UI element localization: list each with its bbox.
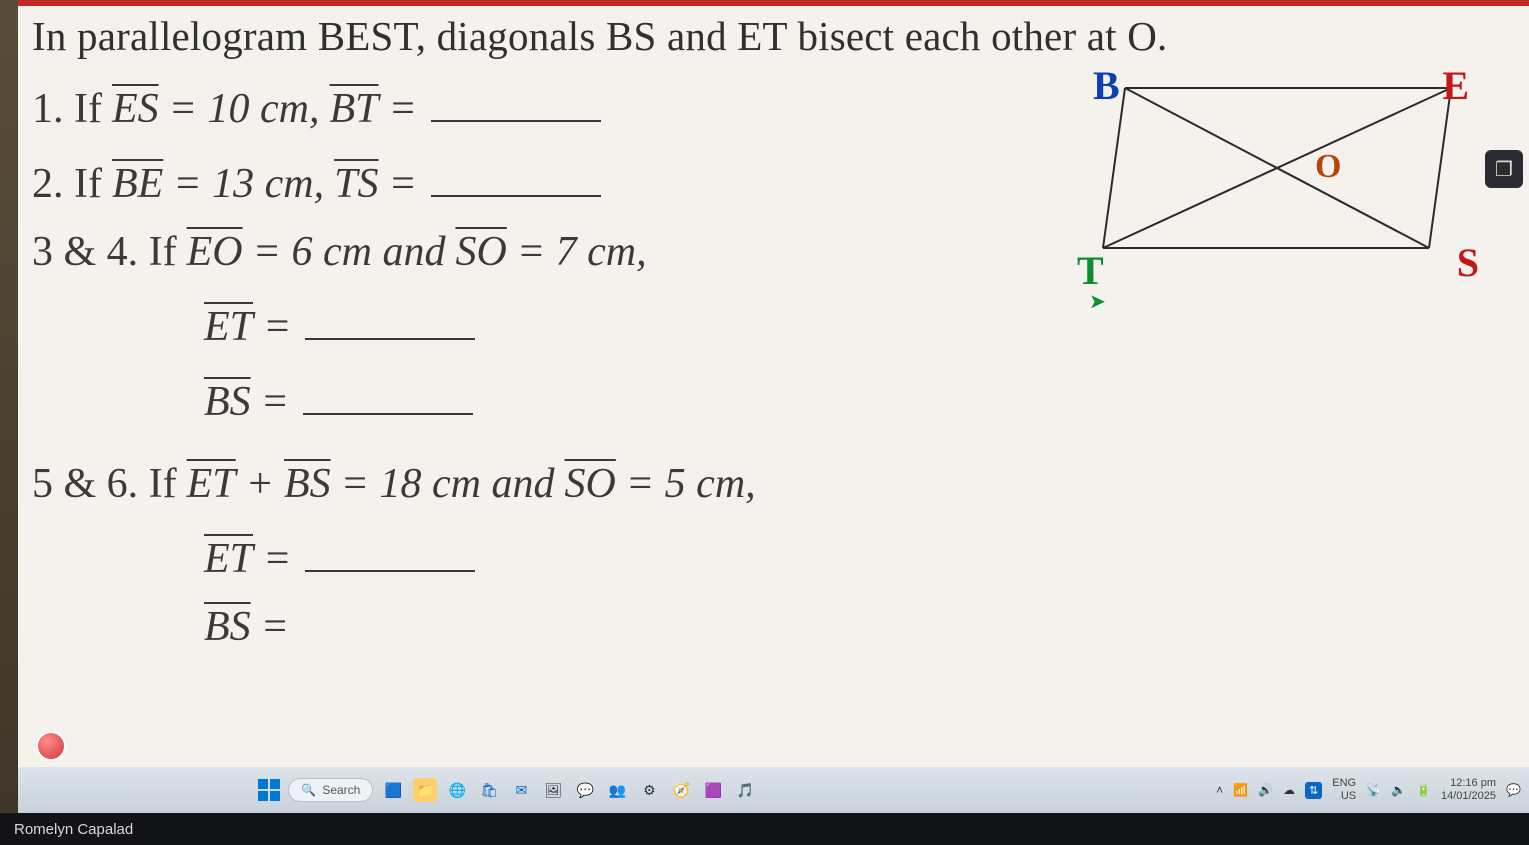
- start-icon[interactable]: [258, 779, 280, 801]
- tray-battery-icon[interactable]: 🔋: [1416, 783, 1431, 797]
- side-panel-icon[interactable]: ❐: [1485, 150, 1523, 188]
- presenter-name-bar: Romelyn Capalad: [0, 813, 1529, 845]
- taskbar-center: 🔍 Search 🟦 📁 🌐 🛍 ✉ 🖼 💬 👥 ⚙ 🧭 🟪 🎵: [258, 778, 757, 802]
- blank-q2: [431, 153, 601, 197]
- diagram-svg: [1083, 70, 1473, 280]
- segment-TS: TS: [332, 160, 380, 208]
- presenter-avatar[interactable]: [36, 731, 66, 761]
- tray-region-text: US: [1332, 790, 1356, 803]
- q34-prefix: 3 & 4. If: [32, 228, 177, 276]
- search-placeholder: Search: [322, 783, 360, 797]
- tray-lang[interactable]: ENG US: [1332, 777, 1356, 802]
- center-label-O: O: [1315, 148, 1341, 186]
- vertex-label-S: S: [1457, 239, 1479, 286]
- q56-plus: +: [246, 460, 274, 508]
- segment-BS-b: BS: [282, 460, 333, 508]
- tray-network-icon[interactable]: 📶: [1233, 783, 1248, 797]
- q2-prefix: 2. If: [32, 160, 102, 208]
- taskbar-app-settings[interactable]: ⚙: [637, 778, 661, 802]
- q1-prefix: 1. If: [32, 85, 102, 133]
- taskbar-app-photos[interactable]: 🖼: [541, 778, 565, 802]
- segment-ET-b: ET: [185, 460, 238, 508]
- question-5-6: 5 & 6. If ET + BS = 18 cm and SO = 5 cm,: [32, 460, 1509, 508]
- tray-cloud-icon[interactable]: ☁: [1283, 783, 1295, 797]
- segment-BT: BT: [327, 85, 380, 133]
- blank-q4: [303, 371, 473, 415]
- q56-mid1: = 18 cm and: [341, 460, 555, 508]
- slide-title: In parallelogram BEST, diagonals BS and …: [32, 12, 1509, 60]
- taskbar-app-copilot[interactable]: 🟦: [381, 778, 405, 802]
- taskbar-app-chat[interactable]: 💬: [573, 778, 597, 802]
- tray-bluetooth-icon[interactable]: ⇅: [1305, 782, 1322, 799]
- tray-clock[interactable]: 12:16 pm 14/01/2025: [1441, 777, 1496, 802]
- q56-prefix: 5 & 6. If: [32, 460, 177, 508]
- q34-mid2: = 7 cm,: [517, 228, 647, 276]
- answer-BS-34: BS =: [202, 371, 1509, 426]
- tray-wifi-icon[interactable]: 📡: [1366, 783, 1381, 797]
- slide-area: In parallelogram BEST, diagonals BS and …: [18, 0, 1529, 790]
- segment-BS-c: BS: [202, 603, 253, 651]
- segment-SO-a: SO: [453, 228, 508, 276]
- taskbar-app-files[interactable]: 📁: [413, 778, 437, 802]
- q2-mid: = 13 cm,: [173, 160, 324, 208]
- taskbar-app-mail[interactable]: ✉: [509, 778, 533, 802]
- search-icon: 🔍: [301, 783, 316, 797]
- q1-eq: =: [388, 85, 416, 133]
- taskbar-app-browser2[interactable]: 🧭: [669, 778, 693, 802]
- answer-BS-56: BS =: [202, 603, 1509, 651]
- presenter-name: Romelyn Capalad: [14, 821, 133, 838]
- blank-q3: [305, 296, 475, 340]
- taskbar-app-edge[interactable]: 🌐: [445, 778, 469, 802]
- tray-chevron-icon[interactable]: ˄: [1216, 783, 1223, 797]
- segment-SO-b: SO: [563, 460, 618, 508]
- tray-date: 14/01/2025: [1441, 790, 1496, 803]
- q1-mid: = 10 cm,: [169, 85, 320, 133]
- q56-ans2-eq: =: [261, 603, 289, 651]
- taskbar-app-misc1[interactable]: 🟪: [701, 778, 725, 802]
- segment-ET-c: ET: [202, 535, 255, 583]
- q34-ans1-eq: =: [263, 303, 291, 351]
- answer-ET-34: ET =: [202, 296, 1509, 351]
- tray-time: 12:16 pm: [1441, 777, 1496, 790]
- left-bezel: [0, 0, 18, 845]
- q56-ans1-eq: =: [263, 535, 291, 583]
- q2-eq: =: [388, 160, 416, 208]
- tray-sound-icon[interactable]: 🔈: [1391, 783, 1406, 797]
- taskbar-right: ˄ 📶 🔊 ☁ ⇅ ENG US 📡 🔈 🔋 12:16 pm 14/01/20…: [1216, 777, 1521, 802]
- taskbar-app-misc2[interactable]: 🎵: [733, 778, 757, 802]
- parallelogram-diagram: B E T ➤ S O: [1083, 70, 1473, 280]
- taskbar-search[interactable]: 🔍 Search: [288, 778, 373, 802]
- tray-notifications-icon[interactable]: 💬: [1506, 783, 1521, 797]
- segment-BE: BE: [110, 160, 165, 208]
- q34-ans2-eq: =: [261, 378, 289, 426]
- blank-q5: [305, 528, 475, 572]
- vertex-label-E: E: [1442, 62, 1469, 109]
- windows-taskbar: 🔍 Search 🟦 📁 🌐 🛍 ✉ 🖼 💬 👥 ⚙ 🧭 🟪 🎵 ˄ 📶 🔊 ☁…: [18, 767, 1529, 813]
- segment-BS-a: BS: [202, 378, 253, 426]
- vertex-label-B: B: [1093, 62, 1120, 109]
- q56-mid2: = 5 cm,: [626, 460, 756, 508]
- taskbar-app-store[interactable]: 🛍: [477, 778, 501, 802]
- tray-volume-icon[interactable]: 🔊: [1258, 783, 1273, 797]
- tray-lang-text: ENG: [1332, 777, 1356, 790]
- taskbar-app-teams[interactable]: 👥: [605, 778, 629, 802]
- cursor-icon: ➤: [1089, 289, 1106, 314]
- answer-ET-56: ET =: [202, 528, 1509, 583]
- blank-q1: [431, 78, 601, 122]
- q34-mid1: = 6 cm and: [253, 228, 446, 276]
- segment-EO: EO: [185, 228, 245, 276]
- vertex-label-T: T: [1077, 247, 1104, 294]
- segment-ET-a: ET: [202, 303, 255, 351]
- segment-ES: ES: [110, 85, 161, 133]
